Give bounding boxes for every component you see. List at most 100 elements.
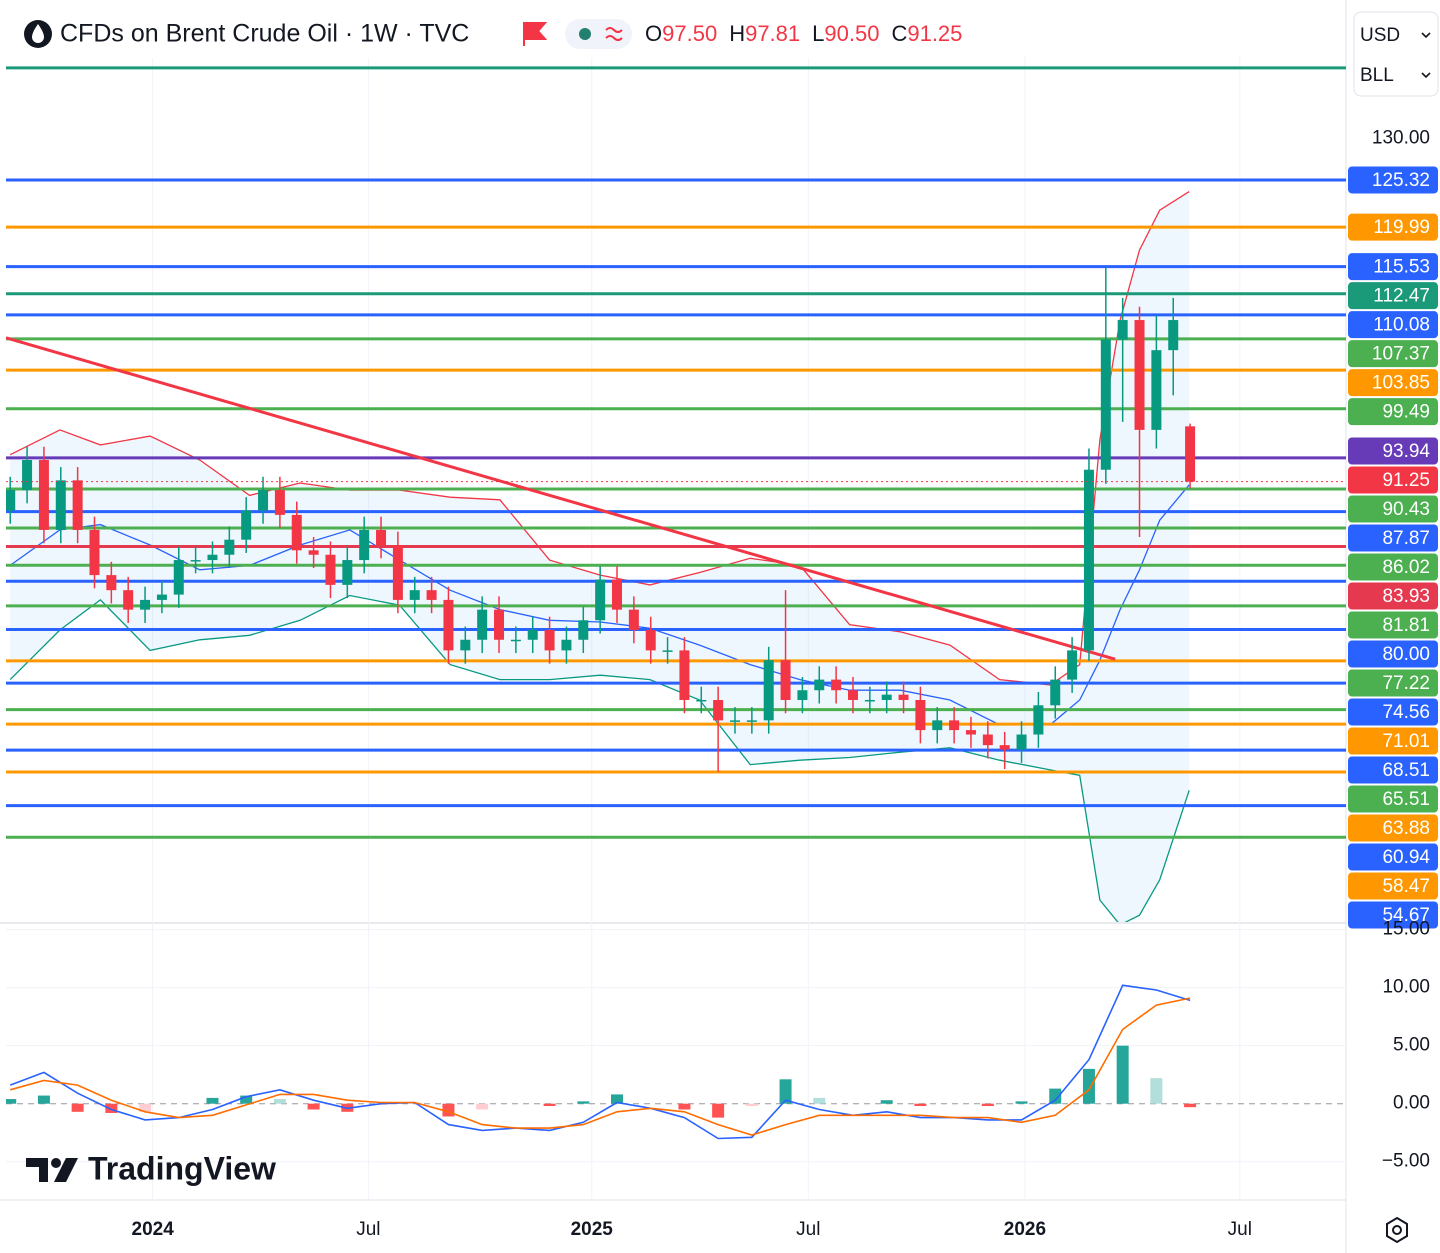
status-badge[interactable] — [565, 19, 632, 49]
flag-icon[interactable] — [523, 22, 548, 46]
histogram-bar — [745, 1103, 758, 1107]
price-label: 58.47 — [1382, 876, 1430, 897]
price-label-bg — [1348, 166, 1438, 194]
histogram-bar — [577, 1101, 590, 1104]
candle-body — [38, 459, 49, 530]
histogram-bar — [1116, 1045, 1129, 1104]
currency-unit-selector: USD BLL — [1353, 11, 1439, 97]
price-label: 93.94 — [1382, 441, 1430, 462]
y-tick-label: −5.00 — [1382, 1151, 1430, 1172]
price-label-bg — [1348, 843, 1438, 871]
price-label-bg — [1348, 698, 1438, 726]
y-tick-label: 10.00 — [1382, 977, 1430, 998]
settings-dot — [1392, 1225, 1402, 1235]
price-label-bg — [1348, 340, 1438, 368]
logo-mark — [54, 1158, 78, 1182]
y-tick-label: 0.00 — [1393, 1093, 1430, 1114]
settings-icon[interactable] — [1386, 1216, 1408, 1244]
price-label-bg — [1348, 311, 1438, 339]
candle-body — [1151, 350, 1162, 430]
price-label: 90.43 — [1382, 499, 1430, 520]
candle-body — [55, 480, 66, 530]
settings-hex — [1386, 1216, 1408, 1244]
candle-body — [1134, 320, 1145, 430]
candle-body — [258, 490, 269, 511]
price-label: 65.51 — [1382, 789, 1430, 810]
candle-body — [544, 630, 555, 651]
candle-body — [915, 699, 926, 731]
price-label: 107.37 — [1372, 344, 1430, 365]
price-label: 103.85 — [1372, 373, 1430, 394]
chevron — [1421, 72, 1431, 79]
candle-body — [140, 599, 151, 610]
price-label: 112.47 — [1373, 286, 1430, 307]
price-label: 77.22 — [1382, 673, 1430, 694]
x-tick-label: Jul — [796, 1219, 820, 1240]
candle-body — [22, 459, 33, 491]
candle-body — [982, 734, 993, 746]
candle-body — [123, 590, 134, 610]
currency[interactable]: USD — [1360, 25, 1400, 46]
y-tick-label: 130.00 — [1372, 128, 1430, 149]
candle-body — [578, 620, 589, 640]
candle-body — [308, 550, 319, 555]
price-label-bg — [1348, 524, 1438, 552]
candle-body — [814, 679, 825, 691]
candle-body — [1168, 320, 1179, 351]
candle-body — [746, 720, 757, 722]
candle-body — [1050, 679, 1061, 706]
candle-body — [409, 590, 420, 600]
price-label: 91.25 — [1382, 470, 1430, 491]
price-label: 71.01 — [1382, 731, 1430, 752]
candle-body — [342, 560, 353, 585]
price-pane — [6, 66, 1346, 922]
symbol-icon-drop — [32, 24, 44, 43]
band-fill — [10, 191, 1190, 922]
candle-body — [595, 579, 606, 621]
candle-body — [1117, 320, 1128, 340]
candle-body — [965, 730, 976, 735]
histogram-bar — [37, 1095, 50, 1104]
candle-body — [1083, 469, 1094, 651]
price-label-bg — [1348, 437, 1438, 465]
candle-body — [898, 694, 909, 700]
ohlc-key: L — [812, 21, 824, 46]
candle-body — [831, 679, 842, 691]
price-label-bg — [1348, 369, 1438, 397]
candle-body — [612, 579, 623, 610]
chevron — [1421, 32, 1431, 39]
candle-body — [224, 539, 235, 555]
candle-body — [645, 630, 656, 651]
candle-body — [628, 609, 639, 631]
candle-body — [207, 554, 218, 561]
status-dot — [579, 28, 591, 40]
price-label: 81.81 — [1382, 615, 1430, 636]
candle-body — [932, 720, 943, 731]
unit[interactable]: BLL — [1360, 65, 1394, 86]
candle-body — [1033, 705, 1044, 735]
price-label: 115.53 — [1373, 257, 1430, 278]
histogram-bar — [779, 1079, 792, 1104]
ohlc-value: 97.81 — [745, 21, 800, 46]
histogram-bar — [914, 1103, 927, 1107]
price-label-bg — [1348, 872, 1438, 900]
candle-body — [291, 514, 302, 551]
band-middle — [9, 484, 1190, 726]
selector-box — [1353, 11, 1439, 97]
candle-body — [156, 594, 167, 600]
candle-body — [460, 639, 471, 651]
histogram-bar — [1049, 1088, 1062, 1104]
ohlc-value: 97.50 — [662, 21, 717, 46]
histogram-bar — [678, 1103, 691, 1110]
candle-body — [527, 630, 538, 640]
price-label-bg — [1348, 785, 1438, 813]
candle-body — [376, 529, 387, 546]
x-tick-label: 2025 — [571, 1219, 614, 1240]
price-label: 83.93 — [1382, 586, 1430, 607]
candle-body — [949, 720, 960, 731]
histogram-bar — [273, 1099, 286, 1104]
price-label: 74.56 — [1382, 702, 1430, 723]
candle-body — [864, 699, 875, 702]
candle-body — [696, 699, 707, 702]
histogram-bar — [543, 1103, 556, 1107]
